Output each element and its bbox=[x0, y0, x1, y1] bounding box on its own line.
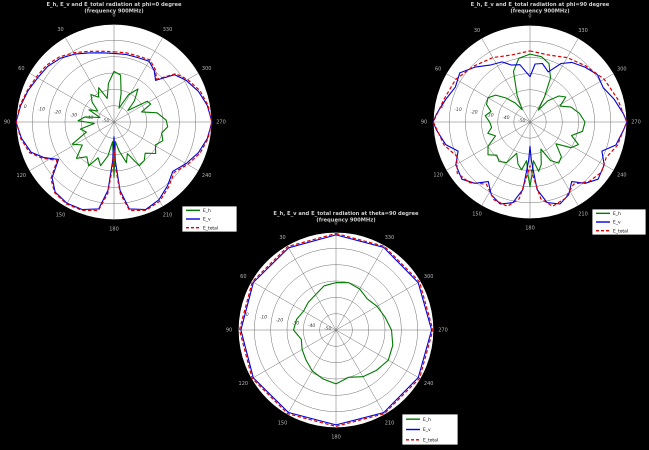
polar-grid-spoke bbox=[529, 121, 615, 171]
radial-tick-label: -30 bbox=[70, 112, 78, 118]
angle-tick-label: 180 bbox=[331, 435, 341, 441]
radial-tick-label: -20 bbox=[470, 110, 478, 116]
radial-tick-label: -20 bbox=[276, 318, 284, 324]
polar-grid-spoke bbox=[64, 37, 115, 123]
angle-tick-label: 150 bbox=[56, 212, 66, 218]
polar-plot-middle-pattern: 0-10-20-30-40-50030609012015018021024027… bbox=[226, 211, 459, 446]
angle-tick-label: 330 bbox=[385, 235, 395, 241]
angle-tick-label: 270 bbox=[631, 120, 641, 126]
angle-tick-label: 180 bbox=[525, 226, 535, 232]
angle-tick-label: 30 bbox=[57, 27, 63, 33]
legend-entry-label: E_total bbox=[613, 228, 628, 234]
angle-tick-label: 300 bbox=[424, 274, 434, 280]
polar-grid-spoke bbox=[29, 72, 115, 123]
polar-grid-spoke bbox=[529, 121, 579, 207]
angle-tick-label: 60 bbox=[240, 274, 246, 280]
radial-tick-label: -50 bbox=[324, 326, 332, 332]
polar-grid-spoke bbox=[113, 121, 199, 172]
angle-tick-label: 210 bbox=[578, 211, 588, 217]
angle-tick-label: 150 bbox=[278, 420, 288, 426]
radial-tick-label: -10 bbox=[38, 107, 46, 113]
plot-title-line1: E_h, E_v and E_total radiation at phi=90… bbox=[471, 2, 610, 8]
polar-grid-spoke bbox=[286, 245, 337, 331]
angle-tick-label: 300 bbox=[617, 67, 627, 73]
polar-plot-right-pattern: 0 -10 -20 -30 -40 -50 0 30 60 90 120 150 180 210 240 27… bbox=[421, 2, 647, 236]
radial-tick-label: 0 bbox=[441, 104, 444, 110]
angle-tick-label: 300 bbox=[202, 66, 212, 72]
polar-grid-spoke bbox=[251, 280, 337, 331]
radial-tick-label: -30 bbox=[486, 112, 494, 118]
angle-tick-label: 240 bbox=[424, 381, 434, 387]
radial-tick-label: -40 bbox=[86, 115, 94, 121]
polar-grid-spoke bbox=[251, 329, 337, 380]
angle-tick-label: 330 bbox=[163, 27, 173, 33]
polar-grid-spoke bbox=[113, 37, 164, 123]
legend-entry-label: E_v bbox=[423, 427, 431, 433]
series-curve-e-total bbox=[432, 50, 628, 207]
plot-title-line2: (frequency 900MHz) bbox=[510, 9, 569, 15]
radial-tick-label: -40 bbox=[502, 115, 510, 121]
angle-tick-label: 210 bbox=[385, 420, 395, 426]
polar-grid-spoke bbox=[529, 37, 579, 123]
series-curve-e-total bbox=[238, 232, 434, 427]
angle-tick-label: 270 bbox=[438, 328, 448, 334]
legend-entry-label: E_total bbox=[423, 437, 438, 443]
radial-tick-label: -40 bbox=[308, 323, 316, 329]
series-curve-e-v bbox=[15, 52, 213, 211]
series-curve-e-total bbox=[15, 50, 213, 212]
radial-tick-label: -10 bbox=[260, 315, 268, 321]
angle-tick-label: 270 bbox=[216, 120, 226, 126]
legend-entry-label: E_total bbox=[203, 225, 218, 231]
radial-tick-label: -50 bbox=[518, 118, 526, 124]
angle-tick-label: 240 bbox=[202, 173, 212, 179]
angle-tick-label: 150 bbox=[472, 211, 482, 217]
polar-plot-left-pattern: 0 -10 -20 -30 -40 -50 0 30 60 90 120 150 180 210 240 27… bbox=[4, 2, 238, 233]
angle-tick-label: 120 bbox=[433, 173, 443, 179]
legend-entry-label: E_h bbox=[423, 417, 431, 423]
polar-grid-spoke bbox=[335, 329, 421, 380]
polar-grid-spoke bbox=[113, 72, 199, 123]
plot-title-line2: (frequency 900MHz) bbox=[84, 9, 143, 15]
angle-tick-label: 210 bbox=[163, 212, 173, 218]
series-curve-e-v bbox=[432, 61, 628, 205]
angle-tick-label: 90 bbox=[421, 120, 427, 126]
plot-title-line1: E_h, E_v and E_total radiation at theta=… bbox=[273, 211, 419, 217]
angle-tick-label: 90 bbox=[4, 120, 10, 126]
plot-title-line1: E_h, E_v and E_total radiation at phi=0 … bbox=[46, 2, 182, 8]
polar-grid-spoke bbox=[335, 245, 386, 331]
plot-title-line2: (frequency 900MHz) bbox=[316, 218, 375, 224]
angle-tick-label: 0 bbox=[112, 13, 115, 19]
angle-tick-label: 30 bbox=[474, 28, 480, 34]
radial-tick-label: 0 bbox=[24, 104, 27, 110]
angle-tick-label: 0 bbox=[334, 221, 337, 227]
angle-tick-label: 30 bbox=[279, 235, 285, 241]
series-curve-e-h bbox=[484, 53, 586, 188]
radial-tick-label: -20 bbox=[54, 110, 62, 116]
polar-grid-spoke bbox=[335, 329, 386, 415]
angle-tick-label: 60 bbox=[18, 66, 24, 72]
legend-entry-label: E_v bbox=[203, 217, 211, 223]
radial-tick-label: 0 bbox=[246, 312, 249, 318]
series-curve-e-h bbox=[292, 282, 394, 385]
angle-tick-label: 90 bbox=[226, 328, 232, 334]
series-curve-e-v bbox=[240, 234, 433, 426]
polar-grid-spoke bbox=[29, 121, 115, 172]
polar-grid-spoke bbox=[286, 329, 337, 415]
legend-entry-label: E_h bbox=[613, 211, 621, 217]
angle-tick-label: 60 bbox=[435, 67, 441, 73]
angle-tick-label: 120 bbox=[17, 173, 27, 179]
radial-tick-label: -10 bbox=[454, 107, 462, 113]
legend-entry-label: E_v bbox=[613, 220, 621, 226]
angle-tick-label: 240 bbox=[617, 173, 627, 179]
angle-tick-label: 0 bbox=[528, 14, 531, 20]
angle-tick-label: 120 bbox=[239, 381, 249, 387]
angle-tick-label: 180 bbox=[109, 227, 119, 233]
polar-grid-spoke bbox=[335, 280, 421, 331]
radial-tick-label: -50 bbox=[102, 118, 110, 124]
angle-tick-label: 330 bbox=[578, 28, 588, 34]
legend-entry-label: E_h bbox=[203, 208, 211, 214]
